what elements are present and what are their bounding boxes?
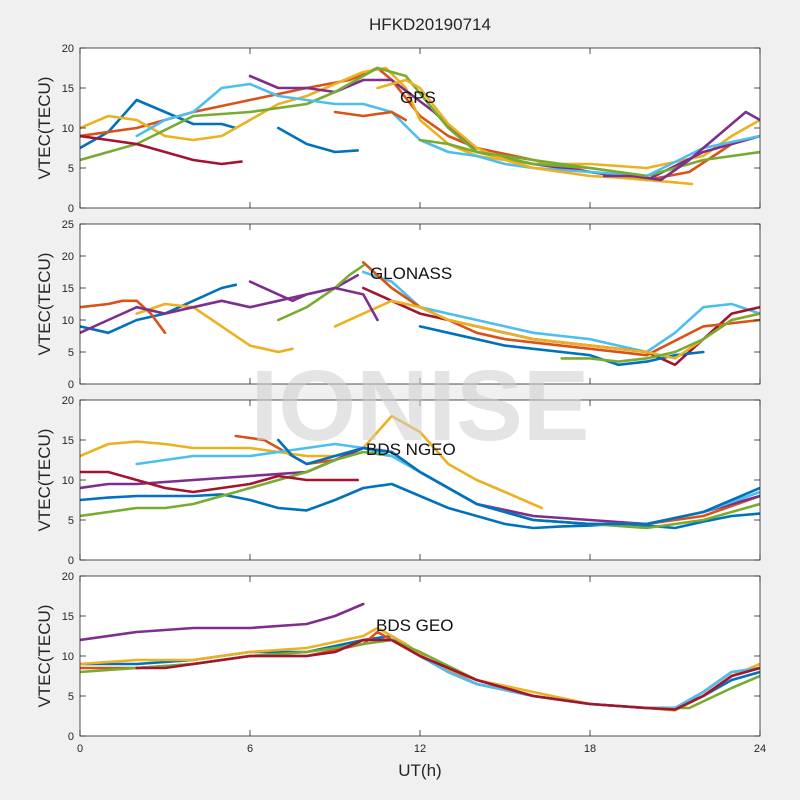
y-tick-label: 10 [62, 475, 74, 487]
y-axis-label: VTEC(TECU) [35, 253, 54, 356]
series-line [333, 110, 408, 122]
series-line [135, 638, 760, 711]
x-axis-label: UT(h) [398, 761, 441, 780]
series-line [376, 78, 694, 186]
y-tick-label: 20 [62, 251, 74, 263]
watermark: IONISE [251, 350, 590, 462]
y-tick-label: 15 [62, 83, 74, 95]
panel-label: GPS [400, 88, 436, 107]
series-line [361, 261, 760, 357]
y-tick-label: 10 [62, 651, 74, 663]
y-tick-label: 10 [62, 123, 74, 135]
series-line [80, 602, 365, 642]
panel-bds-geo: 0 5 10 15 20 0 6 12 18 24 VTEC(TECU) BDS GEO [35, 571, 766, 755]
series-group [80, 414, 760, 530]
series-line [276, 438, 760, 526]
y-tick-label: 0 [68, 731, 74, 743]
series-line [80, 414, 544, 510]
series-line [80, 482, 760, 530]
y-tick-label: 0 [68, 379, 74, 391]
x-tick-label: 24 [754, 743, 766, 755]
y-tick-label: 15 [62, 283, 74, 295]
series-line [361, 270, 760, 354]
y-axis-label: VTEC(TECU) [35, 77, 54, 180]
figure-title: HFKD20190714 [369, 15, 491, 34]
y-tick-label: 0 [68, 555, 74, 567]
panels: 0 5 10 15 20 VTEC(TECU) GPS 0 5 10 15 20 25 VTEC(TECU… [35, 43, 766, 755]
panel-gps: 0 5 10 15 20 VTEC(TECU) GPS [35, 43, 761, 215]
y-tick-label: 20 [62, 43, 74, 55]
y-tick-label: 10 [62, 315, 74, 327]
y-tick-label: 5 [68, 347, 74, 359]
y-tick-label: 20 [62, 395, 74, 407]
series-line [80, 134, 243, 166]
x-tick-label: 6 [247, 743, 253, 755]
x-tick-label: 0 [77, 743, 83, 755]
panel-label: GLONASS [370, 264, 452, 283]
x-tick-label: 12 [414, 743, 426, 755]
series-group [80, 261, 760, 367]
series-line [80, 470, 360, 494]
series-line [560, 312, 760, 363]
y-tick-label: 20 [62, 571, 74, 583]
series-line [418, 138, 649, 178]
y-tick-label: 5 [68, 515, 74, 527]
series-line [602, 110, 760, 182]
panel-label: BDS GEO [376, 616, 453, 635]
series-line [80, 66, 760, 182]
y-tick-label: 5 [68, 691, 74, 703]
y-tick-label: 5 [68, 163, 74, 175]
series-group [80, 66, 760, 186]
y-tick-label: 15 [62, 611, 74, 623]
y-axis-label: VTEC(TECU) [35, 605, 54, 708]
series-group [80, 602, 760, 712]
series-line [80, 299, 167, 335]
series-line [276, 126, 360, 154]
y-tick-label: 0 [68, 203, 74, 215]
series-line [418, 325, 705, 367]
y-tick-label: 25 [62, 219, 74, 231]
y-axis-label: VTEC(TECU) [35, 429, 54, 532]
plot-area [80, 48, 760, 208]
panel-bds-ngeo: 0 5 10 15 20 VTEC(TECU) BDS NGEO [35, 395, 761, 567]
series-line [135, 302, 294, 354]
panel-glonass: 0 5 10 15 20 25 VTEC(TECU) GLONASS [35, 219, 761, 391]
panel-label: BDS NGEO [366, 440, 456, 459]
y-tick-label: 15 [62, 435, 74, 447]
series-line [248, 280, 379, 322]
x-tick-label: 18 [584, 743, 596, 755]
